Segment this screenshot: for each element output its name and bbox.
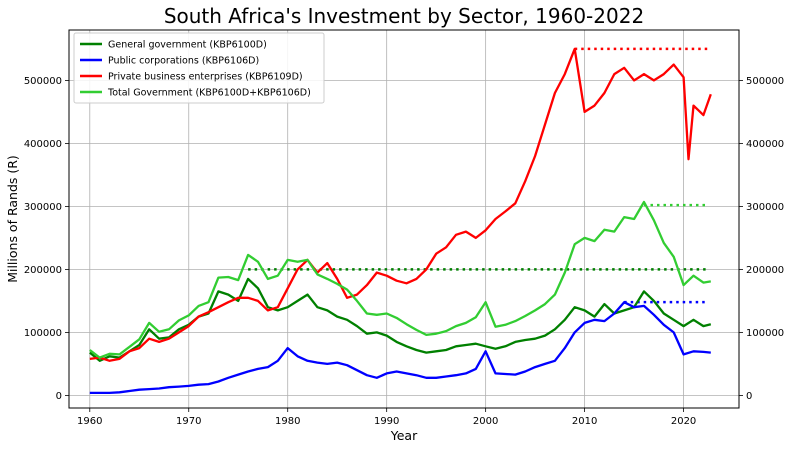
series-line-4 [89, 200, 711, 359]
y-tick-label: 0 [56, 391, 62, 402]
y-tick-label: 200000 [24, 265, 62, 276]
x-axis-label: Year [390, 428, 418, 443]
legend-label: Public corporations (KBP6106D) [108, 56, 259, 67]
x-tick-label: 1990 [374, 416, 399, 427]
x-tick-label: 2010 [572, 416, 597, 427]
y2-tick-label: 300000 [746, 202, 784, 213]
x-tick-label: 2020 [671, 416, 696, 427]
series-lines [89, 47, 712, 395]
x-tick-label: 1980 [275, 416, 300, 427]
legend-label: Private business enterprises (KBP6109D) [108, 72, 303, 83]
series-line-3 [89, 47, 712, 362]
series-line-2 [89, 301, 711, 395]
legend: General government (KBP6100D) Public corp… [73, 32, 325, 104]
y2-tick-label: 200000 [746, 265, 784, 276]
y2-tick-label: 400000 [746, 139, 784, 150]
y-tick-label: 100000 [24, 328, 62, 339]
axis-ticks: 1960 1970 1980 1990 2000 2010 2020 0 0 100000 1000… [24, 76, 784, 427]
x-tick-label: 1960 [77, 416, 102, 427]
chart-title: South Africa's Investment by Sector, 196… [164, 4, 644, 28]
legend-label: General government (KBP6100D) [108, 40, 267, 51]
legend-label: Total Government (KBP6100D+KBP6106D) [107, 88, 311, 99]
y2-tick-label: 100000 [746, 328, 784, 339]
legend-box [73, 32, 325, 104]
x-tick-label: 2000 [473, 416, 498, 427]
x-tick-label: 1970 [176, 416, 201, 427]
y2-tick-label: 0 [746, 391, 752, 402]
y-tick-label: 300000 [24, 202, 62, 213]
y-axis-label: Millions of Rands (R) [5, 155, 20, 283]
y-tick-label: 400000 [24, 139, 62, 150]
plot-frame [68, 29, 740, 409]
y2-tick-label: 500000 [746, 76, 784, 87]
y-tick-label: 500000 [24, 76, 62, 87]
